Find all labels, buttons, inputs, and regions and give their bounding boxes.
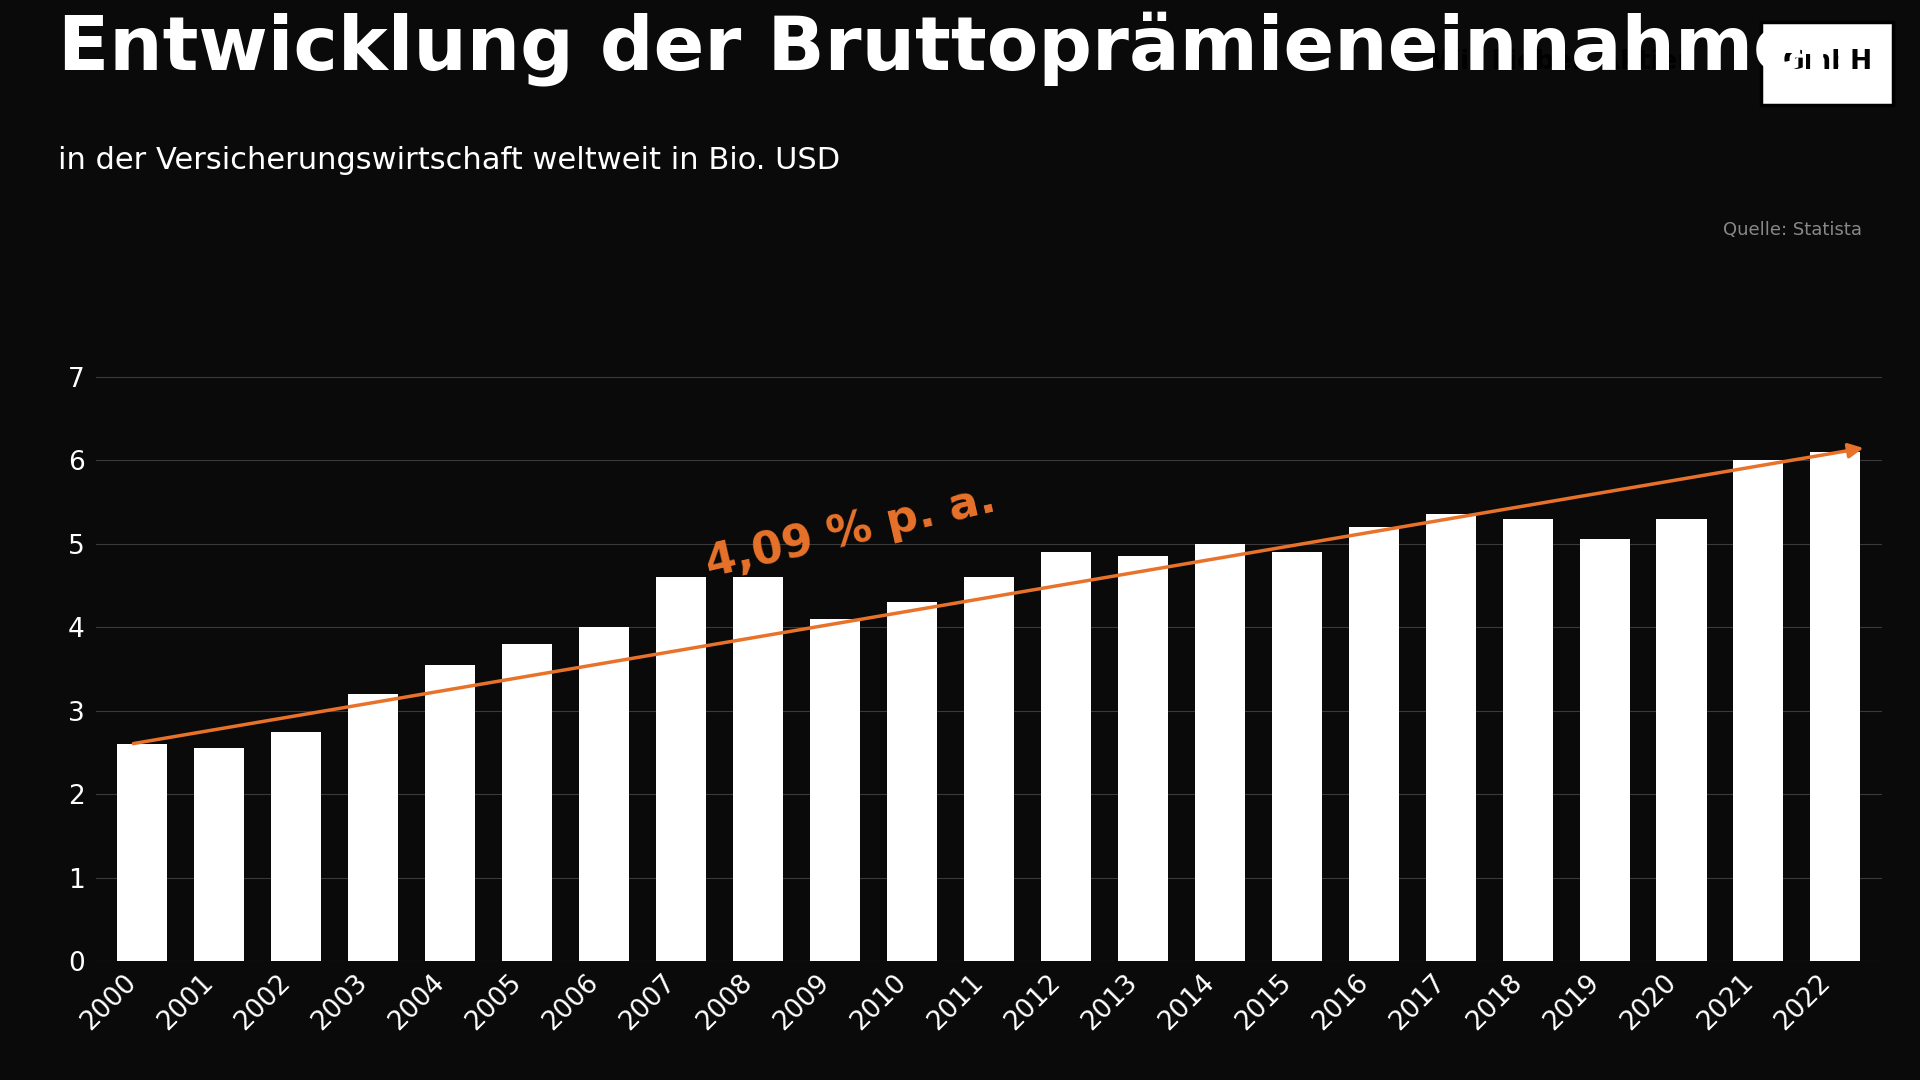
Text: Entwicklung der Bruttoprämieneinnahmen: Entwicklung der Bruttoprämieneinnahmen <box>58 11 1857 85</box>
Bar <box>1811 451 1860 961</box>
Bar <box>580 627 630 961</box>
Bar <box>733 577 783 961</box>
Bar <box>348 694 397 961</box>
Bar <box>271 731 321 961</box>
Bar <box>810 619 860 961</box>
Bar <box>1271 552 1321 961</box>
Bar <box>117 744 167 961</box>
Bar <box>1503 518 1553 961</box>
Bar <box>501 644 553 961</box>
Bar <box>1117 556 1167 961</box>
Bar <box>1194 543 1244 961</box>
Bar <box>1580 539 1630 961</box>
Bar <box>887 602 937 961</box>
Text: GmbH: GmbH <box>1782 49 1872 75</box>
Text: Wir Lieben Aktien: Wir Lieben Aktien <box>1430 49 1695 75</box>
Text: 4,09 % p. a.: 4,09 % p. a. <box>701 477 1000 585</box>
FancyBboxPatch shape <box>1761 22 1893 106</box>
Text: in der Versicherungswirtschaft weltweit in Bio. USD: in der Versicherungswirtschaft weltweit … <box>58 146 839 175</box>
Bar <box>1348 527 1398 961</box>
Bar <box>194 748 244 961</box>
Bar <box>1734 460 1784 961</box>
Bar <box>657 577 707 961</box>
Bar <box>1041 552 1091 961</box>
Bar <box>424 664 474 961</box>
Bar <box>964 577 1014 961</box>
Bar <box>1657 518 1707 961</box>
Bar <box>1425 514 1476 961</box>
Text: Quelle: Statista: Quelle: Statista <box>1724 221 1862 240</box>
